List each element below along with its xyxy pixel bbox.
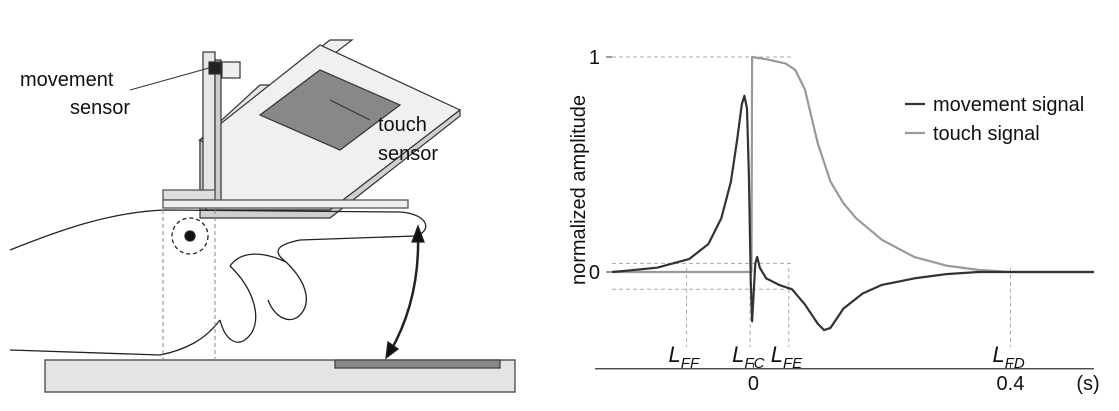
annotation-subscript: FC (744, 355, 764, 372)
x-axis-label: (s) (1076, 373, 1099, 395)
signal-line (611, 94, 1094, 332)
annotation-subscript: FF (681, 355, 700, 372)
y-tick-label: 1 (589, 47, 600, 69)
movement-sensor-label: movement (20, 69, 114, 91)
annotation-letter: L (669, 342, 681, 367)
legend-label: touch signal (933, 123, 1040, 145)
annotation-letter: L (771, 342, 783, 367)
legend-label: movement signal (933, 94, 1084, 116)
x-tick-label: 0 (748, 373, 759, 395)
y-axis-label: normalized amplitude (568, 95, 590, 285)
annotation-letter: L (992, 342, 1004, 367)
y-tick-label: 0 (589, 262, 600, 284)
annotation: LFC (732, 342, 764, 372)
annotation-letter: L (732, 342, 744, 367)
hand-illustration (9, 189, 516, 393)
annotation: LFF (669, 342, 700, 372)
x-tick-label: 0.4 (997, 373, 1025, 395)
annotation-subscript: FD (1005, 355, 1025, 372)
annotation-subscript: FE (783, 355, 803, 372)
annotation: LFE (771, 342, 803, 372)
signal-line (612, 55, 1094, 274)
movement-sensor-label: sensor (70, 97, 130, 119)
sensor-device (129, 39, 462, 219)
touch-sensor-label: touch (378, 114, 427, 136)
touch-sensor-label: sensor (378, 143, 438, 165)
annotation: LFD (992, 342, 1024, 372)
